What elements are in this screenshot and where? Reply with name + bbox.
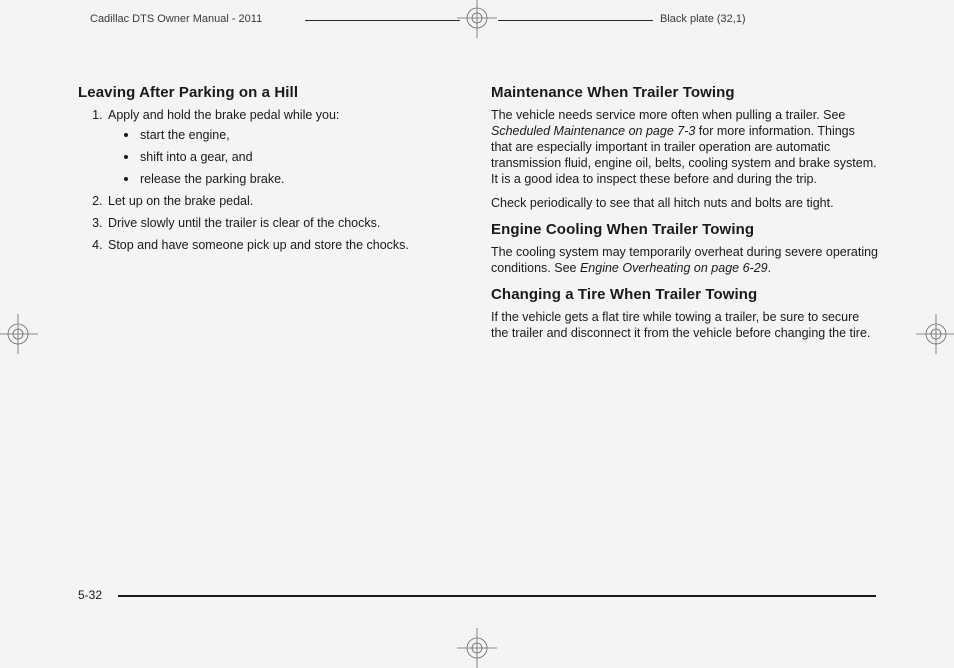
heading-maintenance: Maintenance When Trailer Towing [491, 84, 878, 101]
right-column: Maintenance When Trailer Towing The vehi… [491, 84, 878, 349]
step-1-sublist: start the engine, shift into a gear, and… [108, 127, 465, 187]
steps-list: Apply and hold the brake pedal while you… [78, 107, 465, 253]
sub-bullet: start the engine, [124, 127, 465, 143]
heading-leaving-after-parking: Leaving After Parking on a Hill [78, 84, 465, 101]
xref-scheduled-maintenance: Scheduled Maintenance on page 7-3 [491, 124, 695, 138]
para-maintenance-1: The vehicle needs service more often whe… [491, 107, 878, 187]
left-column: Leaving After Parking on a Hill Apply an… [78, 84, 465, 349]
page-content: Leaving After Parking on a Hill Apply an… [78, 84, 878, 349]
sub-bullet: shift into a gear, and [124, 149, 465, 165]
xref-engine-overheating: Engine Overheating on page 6-29 [580, 261, 768, 275]
heading-engine-cooling: Engine Cooling When Trailer Towing [491, 221, 878, 238]
header-right-text: Black plate (32,1) [660, 13, 746, 25]
header-rule-right [498, 20, 653, 21]
para-changing-tire: If the vehicle gets a flat tire while to… [491, 309, 878, 341]
sub-bullet: release the parking brake. [124, 171, 465, 187]
text: The vehicle needs service more often whe… [491, 108, 845, 122]
step-3: Drive slowly until the trailer is clear … [106, 215, 465, 231]
step-4: Stop and have someone pick up and store … [106, 237, 465, 253]
para-engine-cooling: The cooling system may temporarily overh… [491, 244, 878, 276]
text: . [768, 261, 771, 275]
registration-mark-top [457, 0, 497, 38]
page-number: 5-32 [78, 588, 110, 602]
registration-mark-left [0, 314, 38, 354]
step-2: Let up on the brake pedal. [106, 193, 465, 209]
step-1-text: Apply and hold the brake pedal while you… [108, 108, 339, 122]
heading-changing-tire: Changing a Tire When Trailer Towing [491, 286, 878, 303]
footer-rule [118, 595, 876, 597]
header-left-text: Cadillac DTS Owner Manual - 2011 [90, 13, 262, 25]
registration-mark-bottom [457, 628, 497, 668]
header-rule-left [305, 20, 460, 21]
step-1: Apply and hold the brake pedal while you… [106, 107, 465, 187]
registration-mark-right [916, 314, 954, 354]
para-maintenance-2: Check periodically to see that all hitch… [491, 195, 878, 211]
